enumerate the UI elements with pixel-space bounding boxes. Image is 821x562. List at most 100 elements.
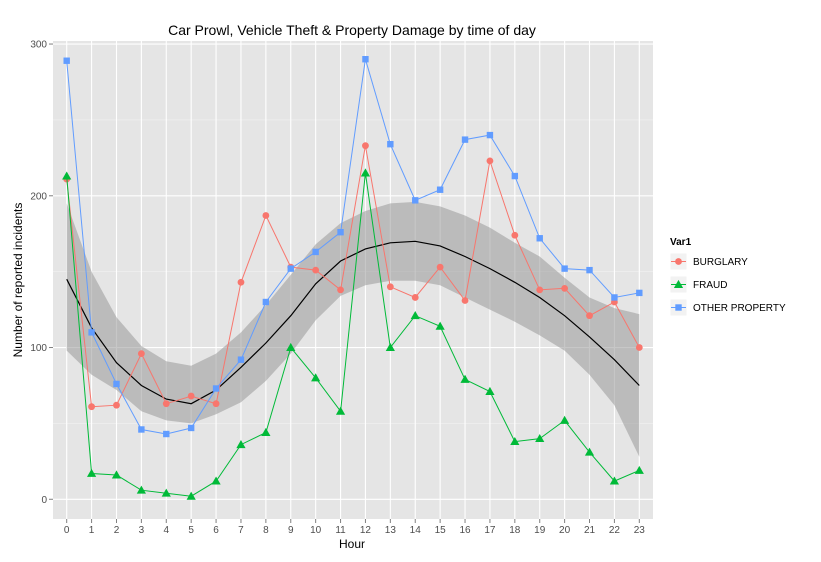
data-point-other-property	[486, 131, 494, 139]
data-point-burglary	[312, 266, 320, 274]
series-burglary	[63, 142, 643, 411]
data-point-other-property	[636, 289, 643, 297]
data-point-fraud	[510, 437, 520, 446]
series-line-burglary	[66, 145, 640, 408]
data-point-fraud	[410, 311, 420, 320]
data-point-other-property	[262, 298, 270, 306]
data-point-burglary	[386, 283, 394, 291]
data-point-other-property	[611, 294, 618, 301]
x-tick-label: 2	[114, 525, 120, 536]
x-tick-label: 22	[609, 525, 621, 536]
data-point-burglary	[561, 284, 569, 292]
y-tick-label: 200	[30, 191, 47, 202]
data-point-fraud	[535, 433, 545, 443]
smooth-line	[66, 240, 640, 405]
data-point-burglary	[511, 231, 519, 239]
data-point-other-property	[461, 136, 469, 143]
data-point-other-property	[561, 265, 568, 272]
legend-title: Var1	[670, 237, 692, 248]
data-point-fraud	[236, 440, 246, 449]
y-tick-label: 0	[41, 495, 47, 506]
y-tick-label: 300	[30, 40, 47, 51]
data-point-burglary	[635, 344, 643, 351]
data-point-fraud	[311, 373, 321, 382]
legend-label: BURGLARY	[693, 257, 748, 268]
x-tick-label: 5	[188, 525, 194, 536]
smooth-line-layer	[66, 240, 640, 405]
x-tick-label: 19	[534, 525, 546, 536]
data-point-other-property	[412, 197, 419, 204]
data-point-other-property	[387, 140, 394, 148]
legend-label: FRAUD	[693, 280, 727, 291]
data-point-burglary	[586, 312, 593, 320]
data-point-fraud	[634, 465, 644, 474]
data-point-fraud	[485, 386, 495, 395]
data-point-other-property	[436, 186, 444, 193]
legend-key-marker	[673, 279, 684, 288]
data-point-other-property	[287, 265, 294, 272]
x-tick-label: 8	[263, 525, 269, 536]
data-point-fraud	[186, 491, 196, 500]
data-point-fraud	[261, 427, 271, 436]
x-tick-label: 1	[89, 525, 95, 536]
legend-item-fraud: FRAUD	[669, 275, 727, 294]
x-tick-label: 15	[435, 525, 447, 536]
data-point-fraud	[460, 374, 470, 383]
data-point-burglary	[113, 401, 120, 409]
x-tick-label: 3	[139, 525, 145, 536]
data-point-burglary	[162, 400, 170, 408]
data-point-burglary	[461, 297, 469, 304]
x-axis-label: Hour	[339, 537, 365, 551]
legend: Var1 BURGLARY FRAUD OTHER PROPERTY	[669, 237, 786, 317]
data-point-other-property	[511, 172, 519, 180]
data-point-fraud	[435, 321, 445, 330]
legend-key-marker	[675, 258, 682, 265]
data-point-fraud	[360, 168, 371, 177]
data-point-fraud	[86, 468, 97, 477]
data-point-burglary	[362, 142, 369, 150]
x-tick-label: 17	[484, 525, 496, 536]
data-point-fraud	[335, 406, 346, 415]
series-layer	[62, 56, 644, 500]
data-point-fraud	[211, 476, 221, 485]
data-point-other-property	[138, 426, 145, 433]
x-tick-label: 18	[509, 525, 521, 536]
x-axis-ticks: 0 1 2 3 4 5 6 7 8 9 10 11 12 13 14 15 16 17 18 19 20 21 22 23	[64, 519, 645, 536]
data-point-other-property	[536, 235, 543, 242]
data-point-fraud	[161, 488, 171, 497]
legend-item-burglary: BURGLARY	[669, 252, 748, 271]
y-axis-label: Number of reported incidents	[11, 203, 25, 358]
series-line-other-property	[66, 59, 640, 435]
x-tick-label: 21	[584, 525, 596, 536]
data-point-other-property	[63, 57, 70, 64]
data-point-other-property	[362, 56, 369, 63]
data-point-fraud	[136, 485, 146, 494]
x-tick-label: 4	[163, 525, 169, 536]
x-tick-label: 6	[213, 525, 219, 536]
series-other-property	[63, 56, 643, 438]
data-point-burglary	[337, 286, 344, 294]
data-point-fraud	[609, 476, 620, 485]
x-tick-label: 14	[410, 525, 422, 536]
data-point-other-property	[88, 329, 95, 336]
data-point-fraud	[111, 470, 122, 479]
x-tick-label: 10	[310, 525, 322, 536]
data-point-other-property	[113, 380, 120, 388]
data-point-burglary	[536, 286, 544, 294]
data-point-fraud	[286, 342, 296, 351]
x-tick-label: 11	[335, 525, 346, 536]
x-tick-label: 16	[459, 525, 471, 536]
data-point-other-property	[187, 424, 195, 432]
legend-key-marker	[675, 304, 682, 311]
y-tick-label: 100	[30, 343, 47, 354]
data-point-other-property	[586, 266, 593, 274]
data-point-burglary	[262, 212, 270, 219]
series-fraud	[62, 168, 644, 500]
x-tick-label: 23	[634, 525, 646, 536]
data-point-fraud	[560, 415, 570, 424]
data-point-burglary	[187, 392, 195, 400]
x-tick-label: 13	[385, 525, 397, 536]
data-point-other-property	[337, 229, 344, 236]
data-point-burglary	[436, 263, 444, 271]
